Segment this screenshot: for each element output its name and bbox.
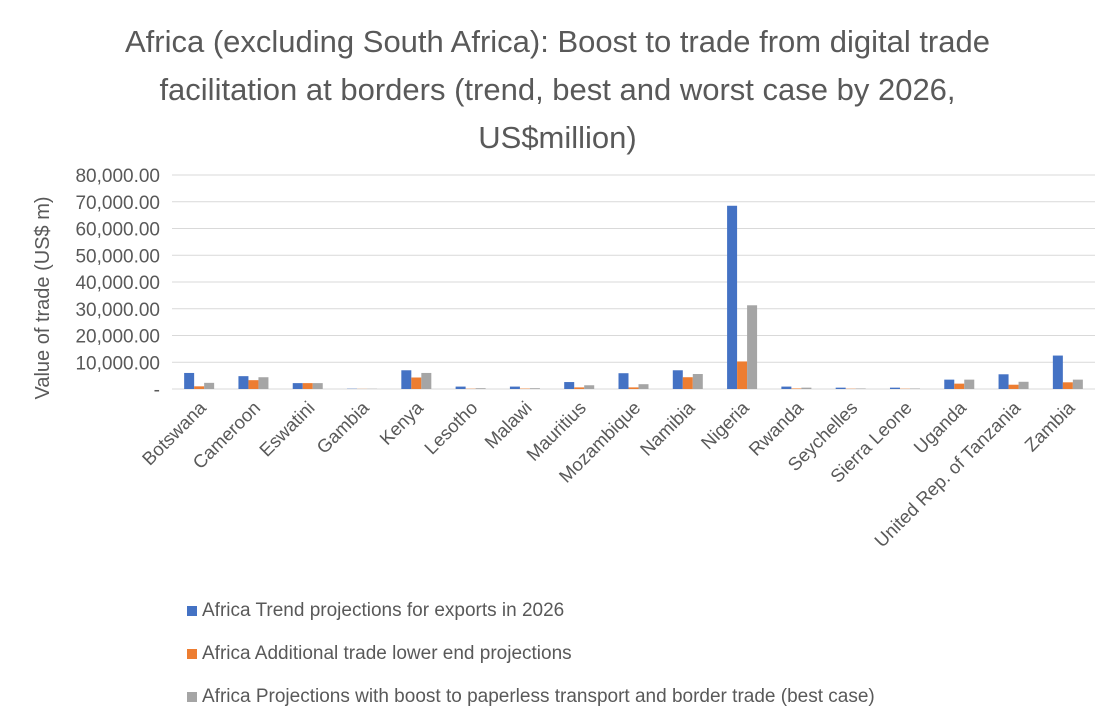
bar [1072,379,1083,389]
bar [889,387,900,389]
bar [184,372,195,389]
bar [964,379,975,389]
legend-label-lower: Africa Additional trade lower end projec… [202,643,572,664]
bar [998,374,1009,389]
x-tick-label: Eswatini [255,397,319,461]
bar [455,386,466,389]
bar [1052,355,1063,389]
legend-item-trend: Africa Trend projections for exports in … [187,600,564,622]
bar [475,388,486,389]
y-tick-label: 50,000.00 [75,246,160,267]
legend-label-trend: Africa Trend projections for exports in … [202,600,565,621]
y-tick-label: 40,000.00 [75,273,160,294]
bar [421,372,432,389]
bar [401,370,412,389]
bar [618,373,629,389]
bar [248,380,259,389]
bar [791,388,802,389]
bar [238,376,249,389]
bar [944,379,955,389]
bar [509,386,520,389]
bar [801,387,812,389]
bar [638,384,649,389]
legend-label-best: Africa Projections with boost to paperle… [202,686,875,707]
y-tick-label: 60,000.00 [75,220,160,241]
y-tick-label: - [154,380,160,401]
bar [1018,381,1029,389]
legend-item-best: Africa Projections with boost to paperle… [187,686,875,708]
x-tick-label: Gambia [312,396,373,457]
bar [727,205,738,389]
bar [564,382,575,389]
y-tick-label: 10,000.00 [75,353,160,374]
legend-item-lower: Africa Additional trade lower end projec… [187,643,572,665]
bar [529,388,540,389]
bar [692,374,703,389]
y-tick-label: 20,000.00 [75,327,160,348]
bar [411,377,422,389]
bar [1062,382,1073,389]
bar [584,385,595,389]
x-tick-label: Namibia [636,396,699,459]
bar [855,388,866,389]
y-tick-label: 80,000.00 [75,166,160,187]
legend-swatch-best [187,692,197,702]
bars [184,205,1083,389]
bar [682,377,693,389]
gridlines [172,174,1095,390]
bar [954,383,965,389]
y-axis-label: Value of trade (US$ m) [32,196,54,399]
chart-title: Africa (excluding South Africa): Boost t… [125,24,990,155]
legend-swatch-lower [187,649,197,659]
bar [258,377,269,389]
bar [835,387,846,389]
bar [628,387,639,389]
bar [1008,384,1019,389]
bar [312,383,323,389]
bar [672,370,683,389]
bar [909,388,920,389]
bar [574,387,585,389]
x-tick-label: Kenya [375,396,427,448]
x-tick-label: Zambia [1020,396,1079,455]
bar [204,382,215,389]
y-tick-label: 70,000.00 [75,193,160,214]
bar [781,386,792,389]
bar [737,361,748,389]
y-axis-ticks: - 10,000.00 20,000.00 30,000.00 40,000.00 50,… [75,166,160,401]
bar [292,383,303,389]
bar [302,383,313,389]
legend-swatch-trend [187,606,197,616]
y-tick-label: 30,000.00 [75,300,160,321]
x-tick-label: Lesotho [420,397,481,458]
bar [747,305,758,389]
bar [194,386,205,389]
